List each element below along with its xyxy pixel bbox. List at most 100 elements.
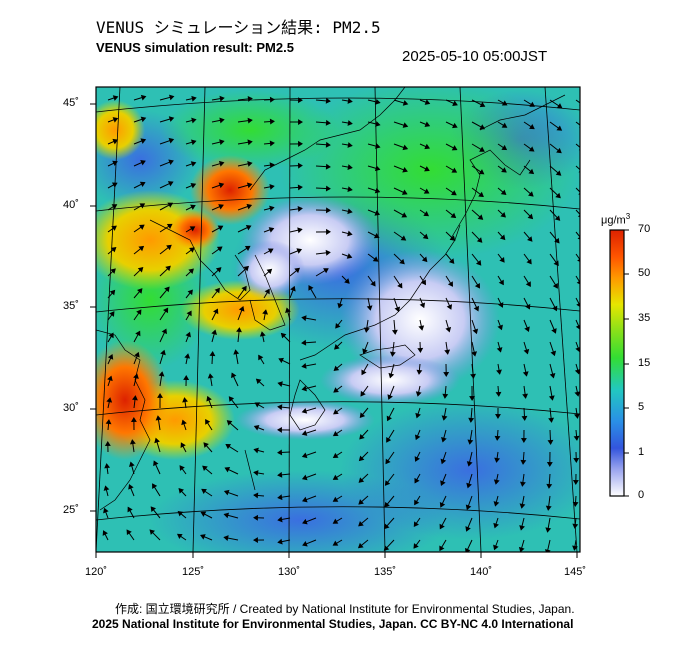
wind-arrow-head [347,98,353,104]
wind-arrow-head [164,286,170,293]
wind-arrow-head [264,288,270,295]
wind-arrow-head [347,164,353,170]
wind-arrow-head [302,518,308,525]
wind-arrow-head [526,258,532,265]
wind-arrow-head [298,119,303,125]
wind-arrow-head [451,167,458,173]
wind-arrow-head [219,139,225,145]
wind-arrow-head [493,522,499,529]
wind-arrow-head [440,480,446,486]
wind-arrow-head [391,329,398,335]
wind-arrow-head [474,282,480,289]
wind-arrow-head [478,169,485,175]
wind-arrow-head [415,412,421,419]
wind-arrow-head [218,160,225,167]
wind-arrow-head [519,481,526,487]
concentration-field [96,87,580,552]
wind-arrow-head [213,308,219,315]
wind-arrow-head [527,236,533,242]
wind-arrow-head [184,353,191,359]
wind-arrow-head [150,506,157,512]
wind-arrow-head [140,138,147,144]
wind-arrow-head [452,100,458,106]
wind-arrow-head [129,439,136,445]
wind-arrow-head [247,95,253,102]
wind-arrow-head [572,501,579,507]
wind-arrow-head [572,523,579,529]
wind-arrow-head [185,331,191,338]
wind-arrow-head [253,492,259,499]
wind-arrow-head [165,265,171,272]
wind-arrow-head [226,420,233,426]
lon-label: 130˚ [278,566,301,578]
wind-arrow-head [269,96,275,103]
lat-label: 30˚ [63,402,79,414]
wind-arrow-head [528,146,535,152]
wind-arrow-head [253,470,259,476]
wind-arrow-head [157,393,163,398]
wind-arrow-head [135,330,141,337]
wind-arrow-head [205,418,211,425]
wind-arrow-head [219,117,225,124]
wind-arrow-head [211,329,217,335]
wind-arrow-head [397,282,403,289]
colorbar-label: 35 [638,312,651,324]
wind-arrow-head [166,223,173,229]
wind-arrow-head [443,372,450,377]
wind-arrow-head [241,285,247,292]
wind-arrow-head [163,307,169,314]
wind-arrow-head [127,506,133,513]
wind-arrow-head [138,224,145,230]
wind-arrow-head [553,260,559,267]
wind-arrow-head [297,206,303,212]
wind-arrow-head [475,260,482,266]
wind-arrow-head [529,101,536,107]
wind-arrow-head [402,100,409,106]
wind-arrow-head [337,302,343,309]
wind-arrow-head [386,415,392,422]
wind-arrow-head [548,417,555,423]
wind-arrow-head [384,523,390,530]
wind-arrow-head [253,425,260,431]
wind-arrow-head [545,527,552,533]
wind-arrow-head [493,544,499,551]
colorbar-label: 70 [638,223,651,235]
wind-arrow-head [501,100,508,106]
wind-arrow-head [325,207,331,214]
wind-arrow-head [420,279,426,286]
wind-arrow-head [548,395,555,401]
colorbar [609,229,629,497]
wind-arrow-head [574,369,580,375]
wind-arrow-head [290,285,296,292]
wind-arrow-head [497,324,503,331]
wind-arrow-head [522,371,529,377]
wind-arrow-head [402,167,408,173]
wind-arrow-head [556,125,563,131]
wind-arrow-head [439,501,446,508]
wind-arrow-head [259,331,266,337]
wind-arrow-head [294,267,300,274]
wind-arrow-head [129,461,135,467]
wind-arrow-head [441,437,447,443]
wind-arrow-head [524,326,530,333]
wind-arrow-head [253,447,259,454]
wind-arrow-head [415,391,422,397]
wind-arrow-head [200,511,207,517]
wind-arrow-head [359,412,366,419]
wind-arrow-head [418,325,425,331]
wind-arrow-head [215,267,222,273]
wind-arrow-head [268,227,275,233]
wind-arrow-head [332,452,339,458]
wind-arrow-shaft [575,209,580,216]
wind-arrow-head [191,95,197,102]
wind-arrow-head [167,202,174,208]
wind-arrow-head [347,120,353,126]
wind-arrow-head [449,235,456,241]
wind-arrow-head [332,496,339,502]
forecast-timestamp: 2025-05-10 05:00JST [402,48,548,65]
wind-arrow-head [301,430,308,436]
wind-arrow-head [333,387,339,393]
wind-arrow-head [255,378,262,385]
wind-arrow-head [140,160,146,166]
wind-arrow-head [360,390,366,397]
